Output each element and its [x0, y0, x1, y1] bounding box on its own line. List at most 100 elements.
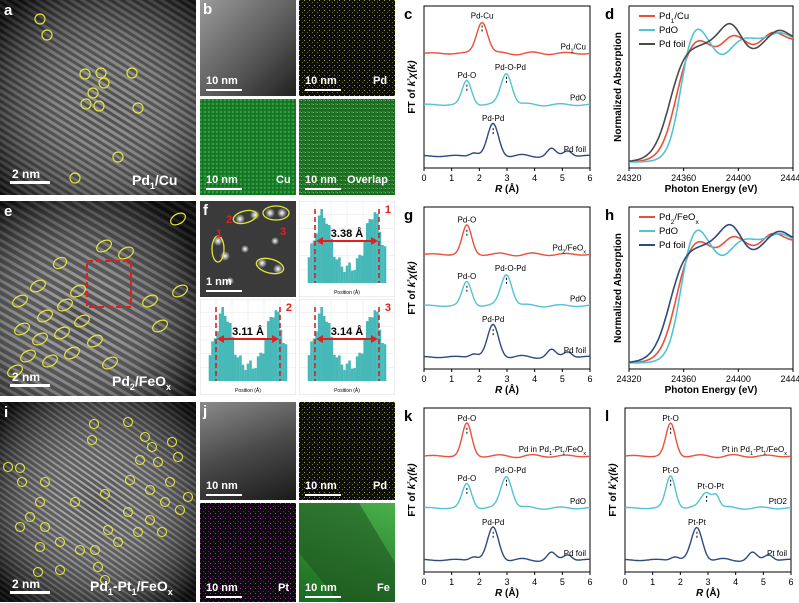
marker-f-2: 2: [226, 214, 232, 226]
profile-bar: [381, 244, 384, 283]
profile-bar: [365, 321, 369, 381]
profile-bar: [343, 369, 346, 381]
peak-label: Pd-Pd: [482, 114, 504, 123]
x-tick-label: 24360: [671, 173, 696, 183]
marker-f-1: 1: [216, 228, 222, 240]
x-tick-label: 0: [421, 374, 426, 384]
profile-bar: [226, 321, 230, 381]
panel-letter-g: g: [404, 207, 413, 224]
series-label: Pd1/Cu: [561, 42, 586, 54]
panel-letter-h: h: [605, 207, 614, 224]
y-axis-label: FT of k²χ(k): [407, 463, 419, 517]
profile-bar: [348, 262, 351, 283]
profile-bar: [378, 231, 382, 283]
scale-bar-i: [10, 591, 50, 594]
profile-x-label: Position (Å): [334, 387, 360, 394]
profile-bar: [335, 357, 339, 381]
x-axis-label: Photon Energy (eV): [665, 385, 758, 396]
series-line: [423, 475, 591, 510]
intensity-profile-2: 3.11 Å 2 Position (Å): [200, 299, 296, 395]
element-label-pd-j: Pd: [373, 480, 388, 492]
profile-bar: [330, 336, 334, 381]
profile-bar: [244, 369, 247, 381]
profile-bar: [272, 317, 275, 381]
plot-frame: [423, 206, 591, 370]
profile-bar: [241, 364, 245, 381]
series-label: PdO: [570, 497, 586, 506]
profile-bar: [310, 243, 313, 283]
scale-bar-e: [10, 384, 50, 387]
x-axis-label: Photon Energy (eV): [665, 184, 758, 195]
dimer-markers-e: [7, 212, 188, 378]
profile-bar: [355, 258, 359, 283]
plot-frame: [628, 5, 794, 169]
zoom-image-f: 1 2 3 f 1 nm: [200, 201, 296, 297]
scale-label-e: 2 nm: [12, 370, 41, 384]
x-tick-label: 0: [421, 173, 426, 183]
series-label: Pd foil: [564, 145, 586, 154]
x-tick-label: 24440: [780, 173, 799, 183]
sample-label-a: Pd1/Cu: [132, 172, 178, 191]
profile-bar: [373, 212, 377, 283]
peak-label: Pt-O-Pt: [697, 482, 724, 491]
peak-label: Pd-O: [458, 71, 477, 80]
panel-letter-d: d: [605, 6, 614, 23]
series-label: Pt foil: [767, 549, 787, 558]
profile-bar: [266, 321, 270, 381]
peak-label: Pt-O: [662, 466, 678, 475]
profile-bar: [274, 310, 278, 381]
profile-bar: [218, 313, 222, 381]
eds-pd-tile-b: 10 nm Pd: [299, 0, 395, 96]
element-label-pt-j: Pt: [278, 582, 289, 594]
x-tick-label: 5: [761, 577, 766, 587]
peak-label: Pd-O: [458, 216, 477, 225]
profile-bar: [320, 209, 323, 283]
series-line: [629, 229, 794, 364]
profile-bar: [330, 238, 334, 283]
profile-x-label: Position (Å): [334, 289, 360, 296]
profile-bar: [236, 357, 240, 381]
legend-entry: Pd2/FeOx: [659, 212, 699, 226]
exafs-chart-g: g 0 1 2 3 4 5 6 R (Å) FT of k³χ(k) Pd-O Pd2/FeOx Pd-…: [404, 206, 593, 396]
profile-bar: [322, 217, 326, 283]
marker-f-3: 3: [280, 226, 286, 238]
profile-bar: [338, 257, 341, 283]
scale-label-j1: 10 nm: [206, 480, 238, 492]
series-label: PtO2: [769, 497, 788, 506]
y-axis-label: FT of k³χ(k): [407, 261, 419, 315]
profile-bar: [279, 329, 283, 381]
legend-entry: Pd foil: [659, 240, 685, 251]
x-tick-label: 2: [477, 173, 482, 183]
peak-label: Pd-O-Pd: [495, 264, 526, 273]
series-line: [424, 73, 591, 107]
scale-label-f: 1 nm: [206, 276, 232, 288]
x-tick-label: 6: [587, 374, 592, 384]
series-label: PdO: [570, 295, 586, 304]
profile-bar: [315, 331, 318, 381]
eds-pd-tile-j: 10 nm Pd: [299, 402, 395, 500]
zoom-box-e: [86, 260, 132, 308]
distance-label: 3.38 Å: [331, 227, 363, 240]
x-tick-label: 6: [788, 577, 793, 587]
profile-bar: [350, 368, 354, 381]
profile-bar: [358, 254, 361, 283]
peak-label: Pd-O: [458, 272, 477, 281]
x-tick-label: 2: [678, 577, 683, 587]
panel-letter-f: f: [203, 202, 208, 219]
single-atom-markers-i: [2, 416, 194, 586]
profile-bar: [353, 270, 356, 283]
profile-bar: [338, 355, 341, 381]
scale-label-i: 2 nm: [12, 577, 41, 591]
x-tick-label: 5: [560, 577, 565, 587]
y-axis-label: Normalized Absorption: [613, 233, 624, 343]
x-tick-label: 0: [622, 577, 627, 587]
profile-bar: [325, 321, 329, 381]
xanes-chart-h: h 24320 24360 24400 24440 Photon Energy (eV) N…: [605, 206, 799, 396]
x-tick-label: 24320: [616, 173, 641, 183]
stem-image-e: e 2 nm Pd2/FeOx: [0, 201, 196, 396]
series-line: [629, 31, 794, 163]
profile-bar: [322, 315, 326, 381]
profile-bar: [231, 336, 235, 381]
profile-bar: [383, 246, 387, 283]
series-line: [423, 21, 591, 56]
